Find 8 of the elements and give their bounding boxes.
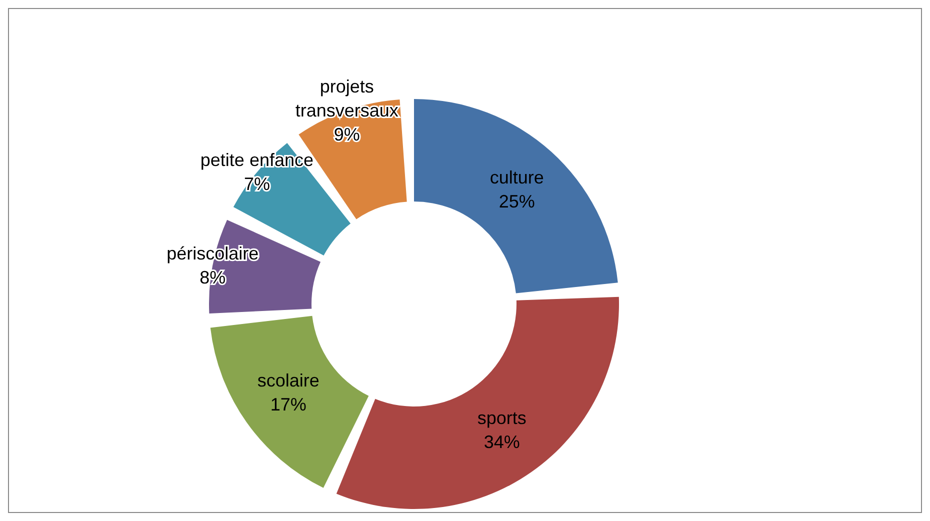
slice-label: sports bbox=[477, 408, 526, 428]
data-label: 25% bbox=[498, 192, 535, 212]
data-label: 7% bbox=[244, 174, 270, 194]
data-label: 17% bbox=[270, 394, 306, 415]
data-label: 34% bbox=[484, 432, 520, 452]
data-label: 9% bbox=[334, 124, 360, 144]
slice-label: culture bbox=[490, 168, 544, 188]
slice-label: scolaire bbox=[257, 370, 320, 391]
